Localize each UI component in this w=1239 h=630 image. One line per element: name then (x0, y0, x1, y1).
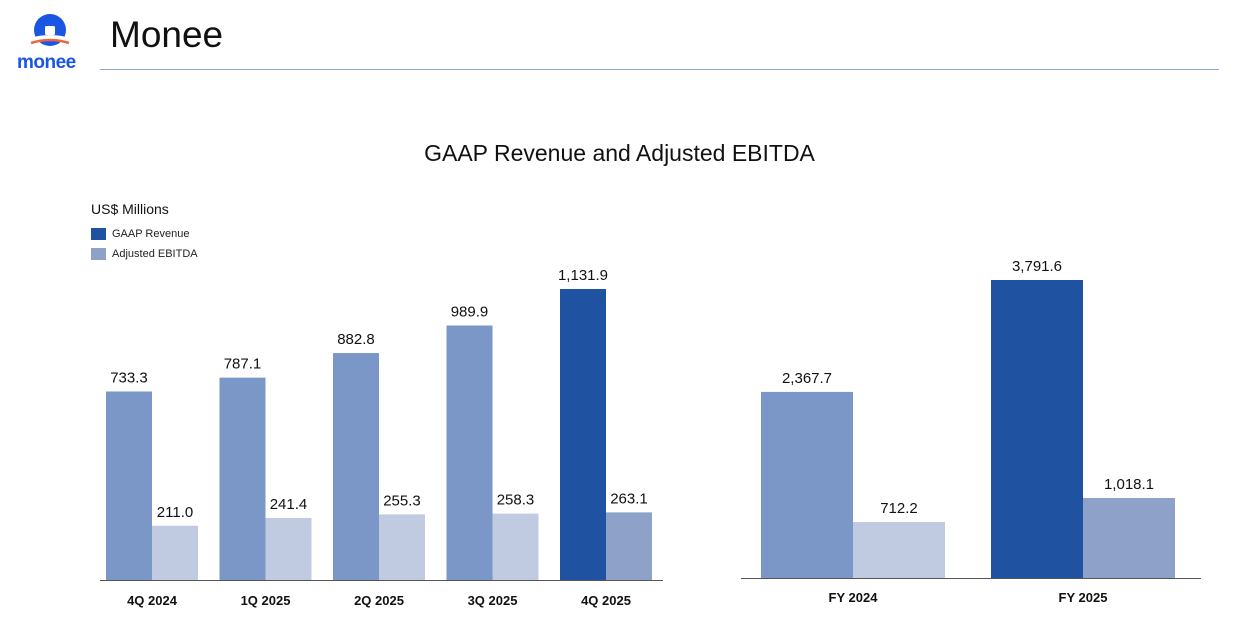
header: monee Monee (0, 0, 1239, 80)
x-tick-label: FY 2025 (1059, 590, 1108, 605)
revenue-data-label: 1,131.9 (558, 267, 608, 284)
revenue-bar (761, 391, 853, 578)
legend-item-ebitda: Adjusted EBITDA (91, 244, 198, 264)
logo-wordmark: monee (17, 52, 76, 73)
x-tick-label: 1Q 2025 (241, 593, 291, 608)
legend-swatch-ebitda (91, 248, 106, 260)
logo-icon (29, 14, 71, 46)
unit-label: US$ Millions (91, 201, 169, 217)
revenue-data-label: 3,791.6 (1012, 258, 1062, 275)
chart-title: GAAP Revenue and Adjusted EBITDA (424, 140, 815, 166)
ebitda-data-label: 1,018.1 (1104, 476, 1154, 493)
x-tick-label: 2Q 2025 (354, 593, 404, 608)
revenue-bar (333, 353, 379, 580)
legend-swatch-revenue (91, 228, 106, 240)
monee-logo: monee (14, 12, 94, 74)
legend-item-revenue: GAAP Revenue (91, 224, 198, 244)
x-tick-label: 4Q 2025 (581, 593, 631, 608)
header-divider (100, 69, 1219, 70)
ebitda-data-label: 211.0 (157, 504, 193, 521)
ebitda-data-label: 712.2 (880, 500, 918, 517)
chart-legend: GAAP Revenue Adjusted EBITDA (91, 224, 198, 264)
revenue-data-label: 787.1 (224, 356, 262, 373)
legend-label-revenue: GAAP Revenue (112, 228, 190, 240)
ebitda-bar (152, 525, 198, 580)
x-tick-label: 3Q 2025 (468, 593, 518, 608)
ebitda-bar (265, 517, 312, 580)
revenue-bar (991, 280, 1083, 578)
x-tick-label: 4Q 2024 (127, 593, 178, 608)
ebitda-bar (606, 512, 652, 580)
revenue-bar (560, 289, 606, 580)
page-title: Monee (110, 14, 224, 55)
revenue-data-label: 2,367.7 (782, 370, 832, 387)
ebitda-data-label: 263.1 (610, 490, 648, 507)
ebitda-data-label: 258.3 (497, 492, 535, 509)
ebitda-data-label: 255.3 (383, 492, 421, 509)
x-tick-label: FY 2024 (829, 590, 879, 605)
revenue-bar (219, 377, 266, 580)
legend-label-ebitda: Adjusted EBITDA (112, 248, 198, 260)
revenue-data-label: 733.3 (110, 369, 148, 386)
revenue-bar (106, 391, 152, 580)
revenue-data-label: 882.8 (337, 331, 375, 348)
ebitda-bar (853, 522, 945, 578)
ebitda-bar (1083, 497, 1175, 578)
revenue-data-label: 989.9 (451, 304, 489, 321)
ebitda-data-label: 241.4 (270, 496, 308, 513)
ebitda-bar (492, 513, 539, 580)
ebitda-bar (379, 514, 425, 580)
revenue-bar (446, 325, 493, 580)
